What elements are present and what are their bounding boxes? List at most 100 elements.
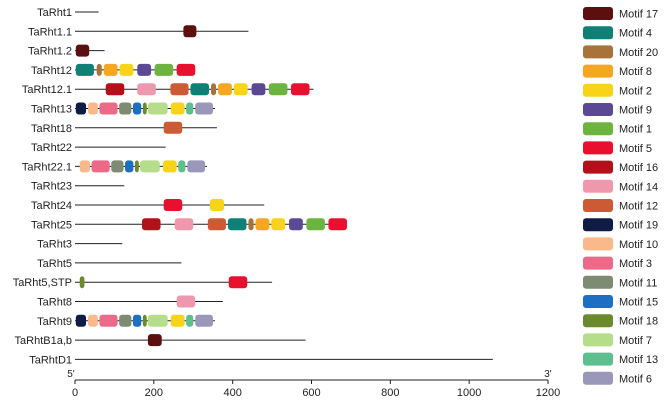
motif-box-motif-7 [147, 102, 168, 115]
legend-item-motif-10: Motif 10 [583, 237, 658, 251]
legend-swatch [583, 179, 613, 193]
motif-box-motif-5 [291, 83, 310, 96]
motif-box-motif-4 [190, 83, 210, 96]
legend-item-motif-2: Motif 2 [583, 83, 652, 97]
motif-box-motif-3 [91, 160, 110, 173]
motif-box-motif-10 [88, 314, 98, 327]
legend-swatch [583, 295, 613, 308]
motif-box-motif-6 [195, 314, 213, 327]
gene-row-tarht5: TaRht5 [37, 258, 182, 270]
legend-label: Motif 18 [619, 316, 658, 328]
motif-box-motif-6 [187, 160, 206, 173]
legend-label: Motif 15 [619, 297, 658, 309]
motif-box-motif-5 [176, 63, 196, 76]
motif-box-motif-12 [207, 218, 226, 231]
motif-box-motif-17 [75, 44, 90, 57]
motif-box-motif-17 [183, 25, 197, 38]
axis-tick-label: 800 [381, 387, 399, 399]
gene-label: TaRht23 [31, 181, 72, 193]
legend-swatch [583, 352, 613, 366]
gene-label: TaRht5 [37, 258, 72, 270]
motif-box-motif-5 [163, 199, 183, 211]
gene-row-tarht1: TaRht1 [37, 7, 99, 19]
gene-row-tarht24: TaRht24 [31, 199, 265, 212]
legend-item-motif-19: Motif 19 [583, 218, 658, 232]
legend-item-motif-1: Motif 1 [583, 122, 652, 136]
axis-start-label: 5' [67, 369, 75, 380]
gene-label: TaRht13 [31, 104, 72, 116]
gene-rows: TaRht1 TaRht1.1 TaRht1.2 TaRht12 TaRht12.1 Ta… [13, 7, 493, 366]
gene-row-tarht5-stp: TaRht5,STP [13, 276, 273, 289]
legend-swatch [583, 275, 613, 289]
legend-label: Motif 19 [619, 220, 658, 232]
motif-box-motif-1 [268, 83, 288, 96]
legend-label: Motif 5 [619, 143, 652, 155]
motif-box-motif-20 [248, 218, 254, 231]
legend-swatch [583, 45, 613, 59]
legend-swatch [583, 122, 613, 136]
gene-row-tarht12-1: TaRht12.1 [22, 83, 314, 96]
motif-box-motif-13 [186, 314, 194, 327]
legend-item-motif-9: Motif 9 [583, 103, 652, 117]
motif-box-motif-2 [271, 218, 286, 231]
legend-item-motif-6: Motif 6 [583, 371, 652, 385]
motif-box-motif-20 [210, 83, 217, 96]
legend-swatch [583, 141, 613, 155]
legend-label: Motif 12 [619, 201, 658, 213]
legend-item-motif-15: Motif 15 [583, 295, 658, 309]
motif-box-motif-17 [147, 334, 162, 347]
gene-label: TaRht24 [31, 200, 72, 212]
axis-tick-label: 0 [72, 387, 78, 399]
gene-row-tarht18: TaRht18 [31, 121, 217, 135]
legend-label: Motif 7 [619, 335, 652, 347]
legend-swatch [583, 199, 613, 212]
motif-box-motif-7 [147, 314, 168, 327]
legend-label: Motif 1 [619, 124, 652, 136]
legend-label: Motif 10 [619, 239, 658, 251]
gene-label: TaRht5,STP [13, 277, 72, 289]
gene-label: TaRht3 [37, 239, 72, 251]
motif-box-motif-10 [88, 102, 98, 115]
motif-box-motif-9 [251, 83, 266, 96]
legend-label: Motif 6 [619, 373, 652, 385]
gene-label: TaRht1.2 [28, 46, 72, 58]
motif-box-motif-14 [176, 295, 196, 308]
motif-box-motif-16 [142, 218, 161, 231]
gene-label: TaRht25 [31, 219, 72, 231]
motif-box-motif-15 [125, 160, 134, 173]
legend-label: Motif 3 [619, 258, 652, 270]
gene-label: TaRht8 [37, 297, 72, 309]
legend-label: Motif 9 [619, 105, 652, 117]
legend-item-motif-20: Motif 20 [583, 45, 658, 59]
motif-box-motif-8 [218, 83, 232, 96]
legend-item-motif-11: Motif 11 [583, 275, 657, 289]
axis-tick-label: 200 [145, 387, 163, 399]
gene-row-tarht12: TaRht12 [31, 63, 196, 77]
motif-box-motif-13 [178, 160, 186, 173]
motif-box-motif-12 [170, 83, 189, 96]
axis-tick-label: 1200 [536, 387, 560, 399]
legend-label: Motif 11 [619, 277, 657, 289]
legend-label: Motif 17 [619, 9, 658, 21]
motif-box-motif-18 [142, 314, 147, 327]
gene-row-tarht25: TaRht25 [31, 218, 347, 231]
legend-swatch [583, 26, 613, 40]
motif-box-motif-11 [119, 314, 132, 327]
motif-box-motif-4 [75, 63, 94, 76]
legend-swatch [583, 83, 613, 97]
x-axis: 5' 3' 0 200 400 600 800 1000 1200 [67, 369, 560, 399]
legend-swatch [583, 64, 613, 78]
legend-swatch [583, 333, 613, 347]
motif-box-motif-15 [132, 314, 142, 327]
legend-item-motif-12: Motif 12 [583, 199, 658, 213]
motif-legend: Motif 17 Motif 4 Motif 20 Motif 8 Motif 2 Mot… [583, 7, 658, 385]
gene-label: TaRht1.1 [28, 26, 72, 38]
motif-box-motif-11 [111, 160, 124, 173]
motif-box-motif-14 [137, 83, 156, 96]
motif-box-motif-18 [134, 160, 139, 173]
legend-swatch [583, 7, 613, 20]
legend-label: Motif 16 [619, 162, 658, 174]
motif-box-motif-20 [96, 63, 102, 76]
legend-swatch [583, 103, 613, 116]
legend-label: Motif 14 [619, 181, 658, 193]
